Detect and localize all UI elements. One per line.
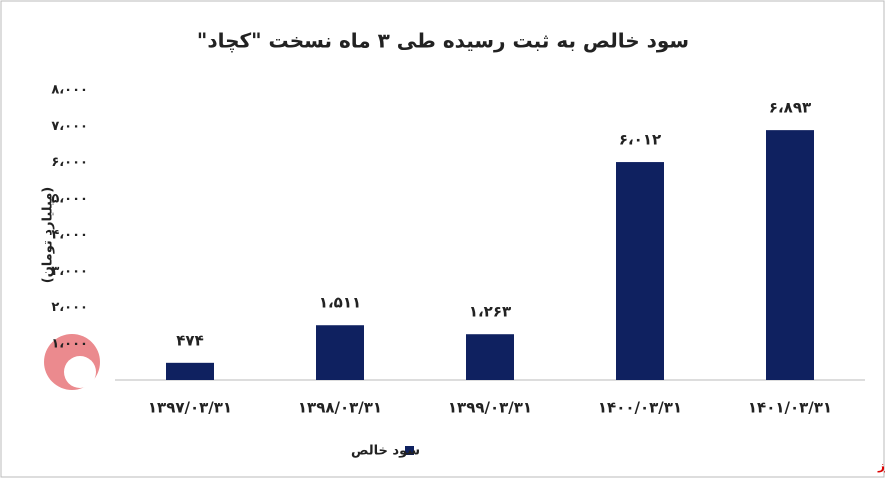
y-tick-label: ۱،۰۰۰: [51, 336, 88, 351]
logo: [44, 334, 100, 390]
bar: [466, 334, 514, 380]
value-label: ۱،۵۱۱: [319, 294, 361, 312]
y-axis-label: (میلیارد تومان): [41, 187, 56, 283]
y-tick-label: ۴،۰۰۰: [51, 228, 88, 243]
bar: [166, 362, 214, 380]
bar: [766, 130, 814, 380]
y-tick-label: ۲،۰۰۰: [51, 300, 88, 315]
x-tick-label: ۱۳۹۷/۰۳/۳۱: [148, 399, 232, 417]
chart-title: سود خالص به ثبت رسیده طی ۳ ماه نسخت "کچا…: [197, 29, 689, 54]
x-tick-label: ۱۴۰۰/۰۳/۳۱: [598, 399, 682, 417]
value-label: ۴۷۴: [176, 331, 203, 349]
value-label: ۱،۲۶۳: [469, 303, 511, 321]
y-tick-label: ۵،۰۰۰: [51, 191, 88, 206]
bar: [316, 325, 364, 380]
x-tick-label: ۱۳۹۹/۰۳/۳۱: [448, 399, 532, 417]
y-tick-label: ۷،۰۰۰: [51, 119, 88, 134]
y-tick-label: ۳،۰۰۰: [51, 264, 88, 279]
x-tick-label: ۱۳۹۸/۰۳/۳۱: [298, 399, 382, 417]
bar: [616, 162, 664, 380]
value-label: ۶،۰۱۲: [619, 131, 661, 149]
x-tick-label: ۱۴۰۱/۰۳/۳۱: [748, 399, 832, 417]
legend-swatch: [405, 446, 414, 455]
source: بورس نیوز: [877, 459, 885, 474]
y-tick-label: ۸،۰۰۰: [51, 83, 88, 98]
legend-label: سود خالص: [351, 444, 420, 459]
y-tick-label: ۶،۰۰۰: [51, 155, 88, 170]
value-label: ۶،۸۹۳: [769, 99, 811, 117]
